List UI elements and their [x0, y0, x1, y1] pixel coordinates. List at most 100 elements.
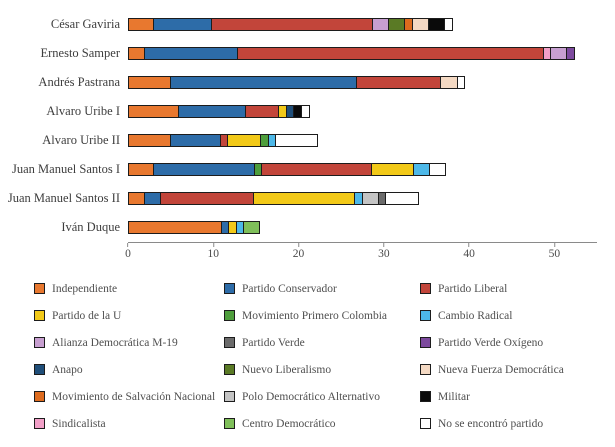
- bar-segment: [440, 76, 458, 89]
- legend-swatch: [420, 418, 431, 429]
- legend-item: Partido Liberal: [420, 282, 600, 295]
- legend-item: Centro Democrático: [224, 417, 420, 430]
- legend-item: Nuevo Liberalismo: [224, 363, 420, 376]
- legend-swatch: [224, 337, 235, 348]
- legend-item: Militar: [420, 390, 600, 403]
- bar-row: Ernesto Samper: [6, 39, 597, 68]
- bar-segment: [152, 163, 255, 176]
- x-tick-label: 20: [292, 248, 305, 260]
- x-tickmark: [383, 243, 385, 247]
- legend-label: Movimiento Primero Colombia: [242, 309, 388, 322]
- legend-item: Movimiento Primero Colombia: [224, 309, 420, 322]
- x-tickmark: [553, 243, 555, 247]
- legend-swatch: [224, 418, 235, 429]
- bar-segment: [356, 76, 442, 89]
- legend-swatch: [420, 391, 431, 402]
- legend-swatch: [224, 310, 235, 321]
- stacked-bar-chart: César Gaviria Ernesto Samper Andrés Pastra…: [6, 10, 597, 266]
- bar-segment: [261, 163, 373, 176]
- bar-segment: [550, 47, 568, 60]
- legend-label: Independiente: [52, 282, 118, 295]
- bar-segment: [301, 105, 310, 118]
- legend-item: Independiente: [34, 282, 224, 295]
- bar-row: César Gaviria: [6, 10, 597, 39]
- bar-segment: [128, 47, 146, 60]
- bar-segment: [128, 76, 171, 89]
- legend-label: Movimiento de Salvación Nacional: [52, 390, 216, 403]
- bar-row: Alvaro Uribe I: [6, 97, 597, 126]
- x-tick: 40: [463, 243, 475, 260]
- bar-segment: [412, 163, 430, 176]
- bar-track: [128, 192, 597, 205]
- legend-label: Anapo: [52, 363, 83, 376]
- bar-segment: [372, 18, 390, 31]
- bar-track: [128, 47, 597, 60]
- bar-segment: [169, 76, 358, 89]
- bar-track: [128, 105, 597, 118]
- bar-track: [128, 18, 597, 31]
- legend-item: No se encontró partido: [420, 417, 600, 430]
- legend-label: Nueva Fuerza Democrática: [438, 363, 564, 376]
- category-label: Ernesto Samper: [40, 46, 121, 60]
- bar-segment: [371, 163, 414, 176]
- x-tickmark: [298, 243, 300, 247]
- bar-segment: [252, 192, 356, 205]
- legend-swatch: [420, 337, 431, 348]
- legend-label: Alianza Democrática M-19: [52, 336, 178, 349]
- bar-segment: [275, 134, 319, 147]
- legend-item: Partido Conservador: [224, 282, 420, 295]
- bar-segment: [456, 76, 466, 89]
- plot-rows: César Gaviria Ernesto Samper Andrés Pastra…: [6, 10, 597, 242]
- bar-segment: [243, 221, 261, 234]
- legend-item: Nueva Fuerza Democrática: [420, 363, 600, 376]
- bar-segment: [144, 192, 162, 205]
- legend-item: Partido Verde Oxígeno: [420, 336, 600, 349]
- bar-segment: [388, 18, 406, 31]
- legend-label: Centro Democrático: [242, 417, 336, 430]
- legend-label: No se encontró partido: [438, 417, 544, 430]
- bar-segment: [160, 192, 254, 205]
- x-tickmark: [212, 243, 214, 247]
- legend-swatch: [224, 391, 235, 402]
- bar-track: [128, 221, 597, 234]
- bar-segment: [128, 163, 154, 176]
- legend-swatch: [224, 364, 235, 375]
- x-tick: 10: [207, 243, 220, 260]
- x-tick-label: 10: [207, 248, 220, 260]
- bar-row: Iván Duque: [6, 213, 597, 242]
- legend-label: Partido Conservador: [242, 282, 337, 295]
- legend-swatch: [420, 364, 431, 375]
- legend-item: Partido de la U: [34, 309, 224, 322]
- legend-item: Polo Democrático Alternativo: [224, 390, 420, 403]
- category-label: Alvaro Uribe I: [46, 104, 120, 118]
- bar-segment: [428, 163, 446, 176]
- bar-segment: [128, 18, 154, 31]
- category-label: Alvaro Uribe II: [42, 133, 120, 147]
- legend: Independiente Partido Conservador Partido …: [34, 282, 615, 430]
- category-label: Iván Duque: [61, 220, 120, 234]
- legend-swatch: [34, 283, 45, 294]
- bar-segment: [427, 18, 445, 31]
- bar-segment: [443, 18, 453, 31]
- category-label: Andrés Pastrana: [38, 75, 120, 89]
- bar-track: [128, 76, 597, 89]
- legend-swatch: [34, 364, 45, 375]
- x-tick: 50: [549, 243, 560, 260]
- x-tick: 30: [378, 243, 390, 260]
- bar-track: [128, 163, 597, 176]
- legend-label: Partido Verde Oxígeno: [438, 336, 544, 349]
- bar-segment: [236, 47, 544, 60]
- x-tick: 20: [292, 243, 305, 260]
- x-axis-row: 0 10 20 30 40 50: [6, 242, 597, 266]
- bar-segment: [566, 47, 575, 60]
- x-tick-label: 40: [463, 248, 475, 260]
- bar-segment: [227, 134, 262, 147]
- x-axis: 0 10 20 30 40 50: [125, 242, 597, 266]
- legend-swatch: [34, 310, 45, 321]
- category-label: Juan Manuel Santos II: [7, 191, 120, 205]
- x-tick-label: 30: [378, 248, 390, 260]
- bar-segment: [152, 18, 213, 31]
- legend-label: Cambio Radical: [438, 309, 513, 322]
- bar-row: Alvaro Uribe II: [6, 126, 597, 155]
- axis-spacer: [6, 242, 128, 266]
